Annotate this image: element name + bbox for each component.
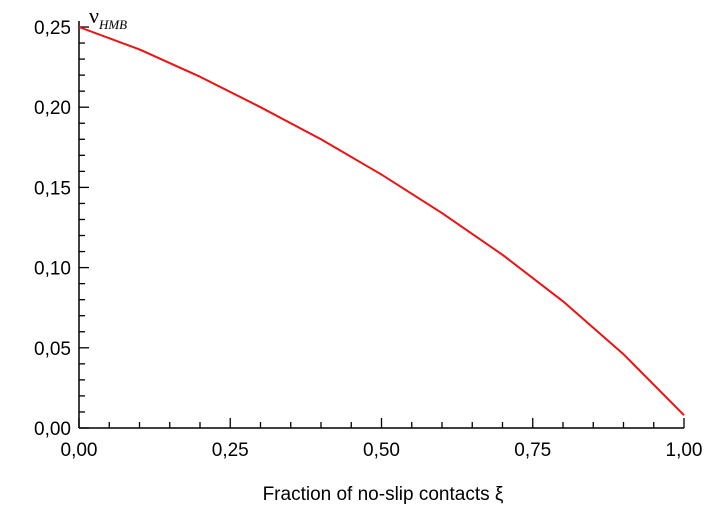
y-tick-label: 0,00 [34, 419, 71, 440]
axes [78, 21, 684, 429]
x-tick-label: 1,00 [666, 440, 703, 461]
y-tick-label: 0,10 [34, 259, 71, 280]
ticks [78, 26, 685, 429]
x-axis-label: Fraction of no-slip contacts ξ [263, 484, 504, 505]
y-axis-label-main: ν [89, 3, 99, 28]
y-tick-label: 0,15 [34, 178, 71, 199]
x-tick-label: 0,00 [61, 440, 98, 461]
series [78, 26, 685, 416]
y-tick-label: 0,25 [34, 18, 71, 39]
y-axis-label-sub: HMB [98, 17, 127, 32]
y-tick-label: 0,05 [34, 339, 71, 360]
x-tick-label: 0,75 [514, 440, 551, 461]
y-axis-label: νHMB [89, 3, 127, 32]
y-tick-label: 0,20 [34, 98, 71, 119]
tick-labels: 0,00 0,05 0,10 0,15 0,20 0,25 0,00 0,25 0,50 0,75… [34, 18, 702, 461]
x-tick-label: 0,25 [212, 440, 249, 461]
x-tick-label: 0,50 [363, 440, 400, 461]
series-line [78, 26, 685, 416]
